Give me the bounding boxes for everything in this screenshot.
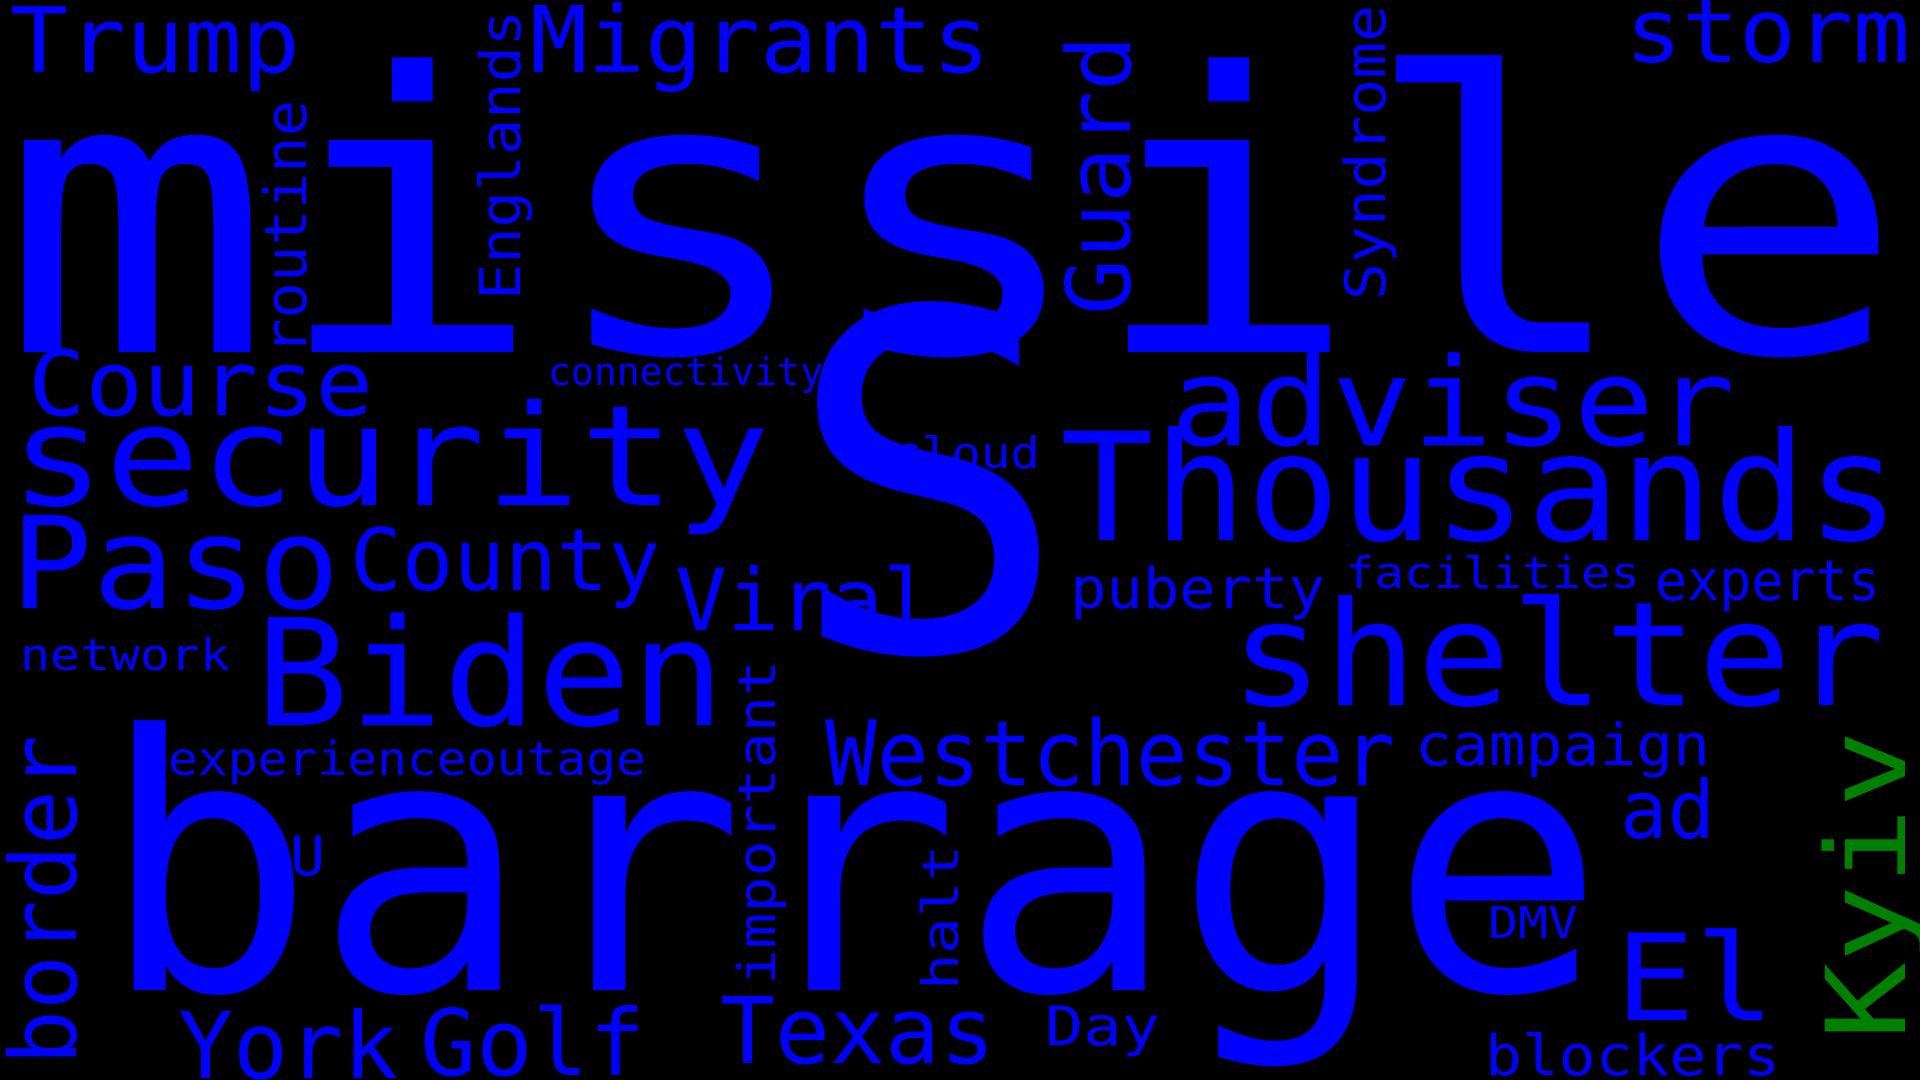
word-puberty: puberty [1070,557,1325,622]
word-viral: Viral [675,551,935,651]
word-cloud: cloud [892,428,1040,479]
word-englands: Englands [469,10,534,300]
word-biden: Biden [255,588,725,760]
word-campaign: campaign [1415,711,1710,779]
word-el: El [1615,910,1775,1049]
word-dmv: DMV [1488,898,1578,949]
word-westchester: Westchester [825,702,1395,807]
word-guard: Guard [1048,35,1151,315]
word-important: important [728,660,788,985]
word-security: security [10,376,770,539]
word-course: Course [28,332,373,437]
word-thousands: Thousands [1060,402,1900,576]
word-halt: halt [912,845,970,990]
word-storm: storm [1625,0,1910,83]
word-county: County [350,511,660,611]
word-migrants: Migrants [530,0,990,94]
word-paso: Paso [10,490,340,639]
word-syndrome: Syndrome [1334,5,1399,300]
word-adviser: adviser [1170,332,1735,474]
word-trump: Trump [10,0,300,94]
word-border: border [0,735,98,1065]
word-s: S [785,214,1070,761]
word-blockers: blockers [1485,1024,1780,1080]
word-kyiv: Kyiv [1803,730,1920,1040]
word-experienceoutage: experienceoutage [168,732,646,786]
word-texas: Texas [720,978,995,1080]
word-york: York [178,993,398,1080]
word-facilities: facilities [1345,548,1640,599]
word-ad: ad [1620,764,1715,857]
word-network: network [20,630,230,681]
word-golf: Golf [420,990,645,1080]
word-missile: missile [0,0,1905,444]
word-day: Day [1045,995,1160,1058]
word-experts: experts [1655,549,1880,614]
word-u: U [290,825,325,888]
word-shelter: shelter [1230,571,1885,740]
word-connectivity: connectivity [548,350,823,394]
word-barrage: barrage [100,660,1605,1074]
word-routine: routine [252,100,320,355]
